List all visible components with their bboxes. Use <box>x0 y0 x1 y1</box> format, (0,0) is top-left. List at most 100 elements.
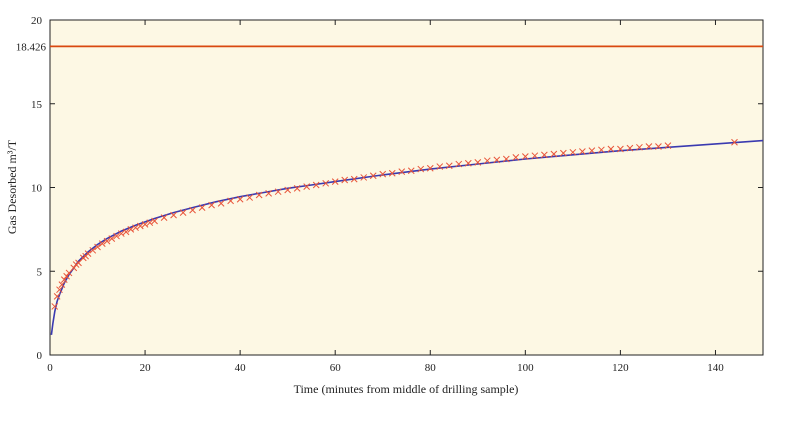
data-point-stroke <box>731 138 738 146</box>
data-point <box>579 148 586 155</box>
y-tick-label: 0 <box>37 350 43 362</box>
data-point <box>445 162 453 170</box>
data-point-stroke <box>117 230 125 237</box>
data-point-stroke <box>493 156 501 164</box>
x-tick-label: 20 <box>140 362 152 374</box>
data-point <box>598 146 605 154</box>
data-point <box>455 160 463 168</box>
data-points-group <box>51 138 738 310</box>
data-point-stroke <box>426 164 434 172</box>
data-point <box>560 149 567 157</box>
data-point <box>51 303 59 310</box>
data-point <box>198 204 206 211</box>
data-point <box>103 237 111 245</box>
y-tick-label: 15 <box>31 99 43 111</box>
data-point <box>160 214 168 222</box>
data-point <box>58 281 66 289</box>
data-point-stroke <box>531 152 539 160</box>
data-point <box>398 168 406 175</box>
data-point-stroke <box>455 160 463 168</box>
data-point-stroke <box>560 149 567 157</box>
data-point <box>417 165 425 173</box>
data-point-stroke <box>255 191 263 199</box>
data-point-stroke <box>236 195 244 203</box>
data-point <box>63 272 70 280</box>
data-point-stroke <box>58 281 66 289</box>
data-point-stroke <box>626 144 634 152</box>
data-point <box>236 195 244 203</box>
data-point-stroke <box>246 194 253 201</box>
data-point-stroke <box>132 224 139 232</box>
data-point-stroke <box>369 172 377 180</box>
x-axis-title: Time (minutes from middle of drilling sa… <box>294 382 519 396</box>
data-point <box>645 143 653 150</box>
data-point-stroke <box>312 181 320 189</box>
data-point-stroke <box>208 201 215 209</box>
x-tick-label: 40 <box>235 362 247 374</box>
data-point <box>117 230 125 237</box>
data-point <box>132 224 139 232</box>
data-point-stroke <box>502 155 510 163</box>
data-point-stroke <box>407 167 415 175</box>
y-tick-label: 20 <box>31 15 43 27</box>
data-point <box>464 159 472 167</box>
data-point-stroke <box>63 272 70 280</box>
data-point-stroke <box>113 232 120 240</box>
data-point <box>655 143 662 150</box>
data-point-stroke <box>617 145 624 153</box>
data-point-stroke <box>98 240 106 247</box>
data-point <box>127 226 135 233</box>
data-point-stroke <box>664 142 672 149</box>
data-point <box>274 188 282 196</box>
data-point <box>360 174 368 181</box>
fit-curve-group <box>50 139 764 336</box>
data-point-stroke <box>56 286 63 294</box>
data-point-stroke <box>227 197 234 205</box>
data-point-stroke <box>474 159 482 166</box>
y-tick-label: 5 <box>37 266 43 278</box>
data-point <box>322 179 330 187</box>
plot-area <box>49 19 764 356</box>
data-point <box>146 219 154 227</box>
data-point-stroke <box>521 153 529 160</box>
data-point-stroke <box>217 200 225 207</box>
data-point-stroke <box>322 179 330 187</box>
data-point-stroke <box>607 145 615 153</box>
data-point-stroke <box>588 147 596 155</box>
data-point <box>493 156 501 164</box>
data-point <box>108 235 116 242</box>
data-point <box>293 184 301 192</box>
reference-line-group: 18.426 <box>16 41 763 53</box>
axes-group: 0 20 40 60 80 100 120 140 0 5 10 15 20 <box>31 15 763 374</box>
data-point <box>217 200 225 207</box>
data-point-stroke <box>550 150 558 158</box>
data-point <box>56 286 63 294</box>
data-point <box>436 163 444 170</box>
data-point-stroke <box>198 204 206 211</box>
data-point-stroke <box>483 157 491 165</box>
data-point-stroke <box>151 217 158 225</box>
data-point <box>588 147 596 155</box>
data-point-stroke <box>127 226 135 233</box>
y-axis-title: Gas Desorbed m³/T <box>5 139 19 234</box>
data-point <box>84 250 92 258</box>
data-point <box>53 293 61 300</box>
data-point-stroke <box>341 176 349 184</box>
data-point <box>388 169 396 177</box>
data-point-stroke <box>331 178 339 185</box>
data-point <box>136 222 144 230</box>
data-point <box>502 155 510 163</box>
data-point <box>341 176 349 184</box>
data-point <box>483 157 491 165</box>
data-point <box>350 175 358 183</box>
data-point-stroke <box>84 250 92 258</box>
data-point <box>607 145 615 153</box>
data-point <box>98 240 106 247</box>
data-point-stroke <box>569 148 577 156</box>
data-point <box>246 194 253 201</box>
data-point <box>227 197 234 205</box>
x-tick-label: 100 <box>517 362 534 374</box>
x-tick-label: 140 <box>707 362 724 374</box>
data-point-stroke <box>136 222 144 230</box>
